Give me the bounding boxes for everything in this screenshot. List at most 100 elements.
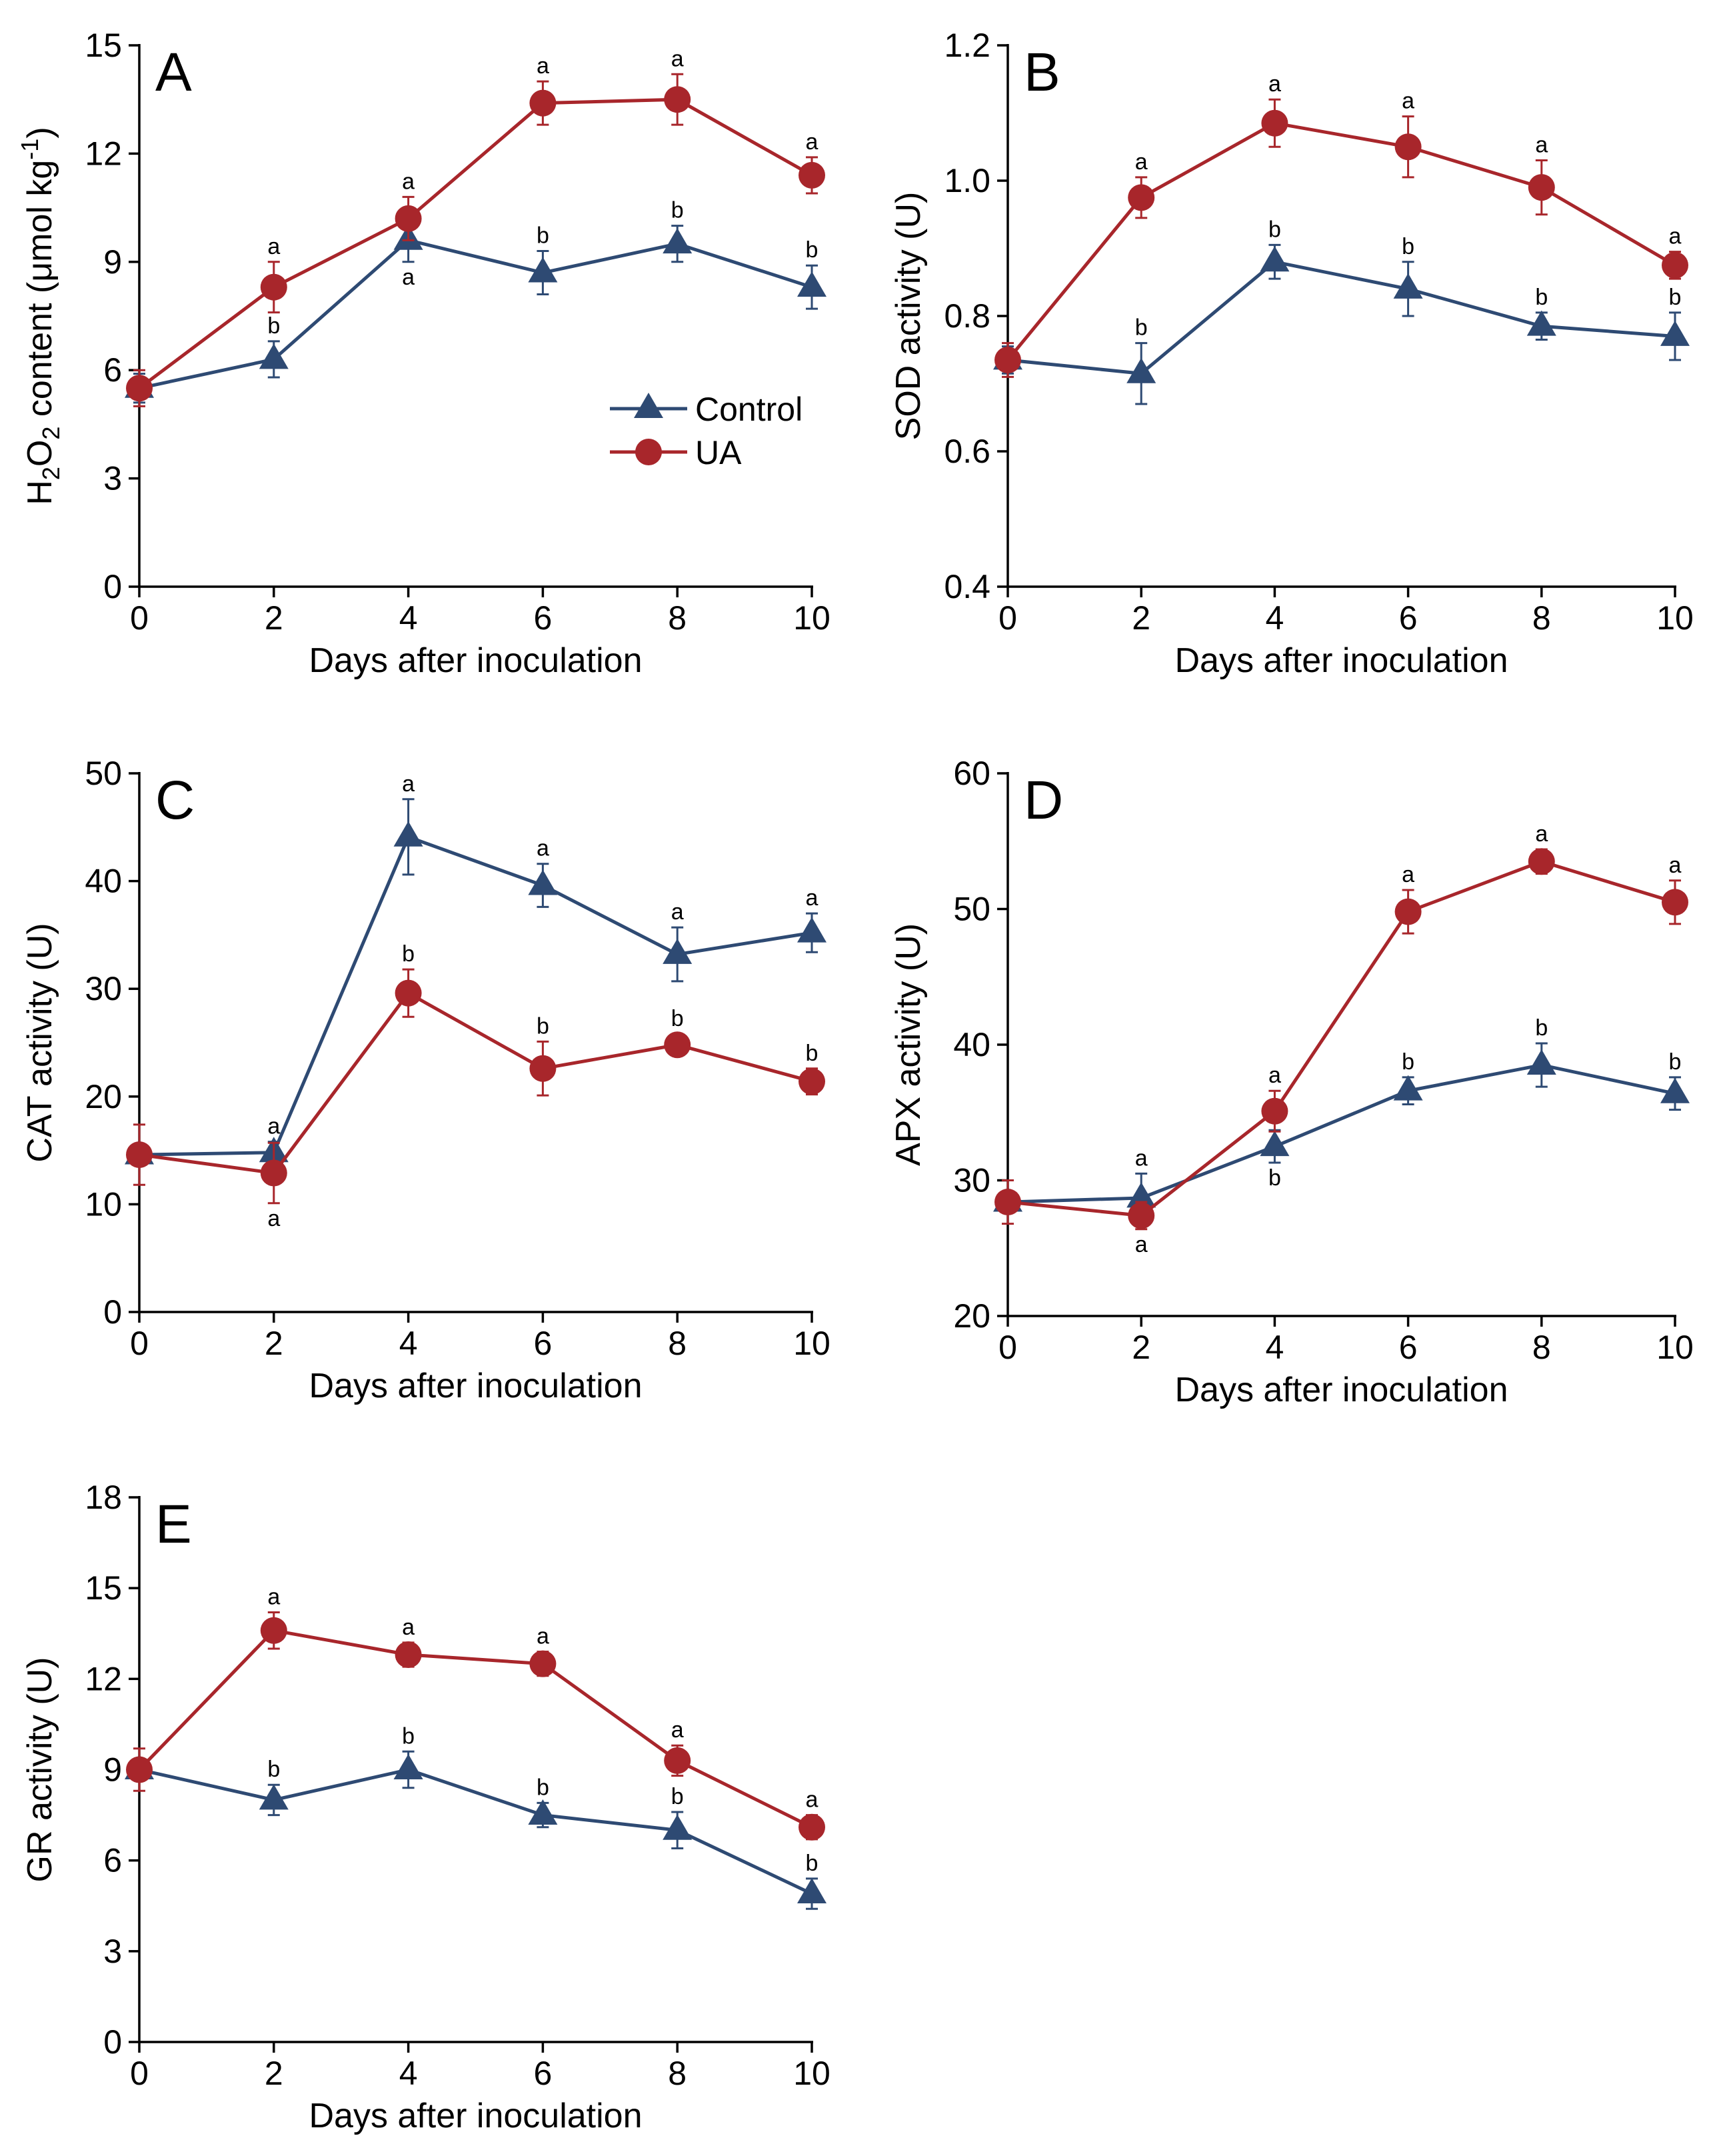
significance-label: a bbox=[1669, 224, 1682, 249]
significance-label: b bbox=[402, 941, 415, 967]
data-point-control bbox=[663, 1814, 693, 1840]
legend: Control UA bbox=[610, 391, 803, 471]
significance-label: a bbox=[671, 1717, 684, 1743]
data-point-control bbox=[1393, 1075, 1423, 1101]
significance-label: a bbox=[537, 53, 549, 79]
significance-label: b bbox=[1135, 315, 1148, 341]
data-point-control bbox=[797, 1878, 827, 1904]
data-point-ua bbox=[799, 1813, 825, 1841]
y-tick-label: 0 bbox=[103, 2023, 122, 2061]
x-tick-label: 2 bbox=[265, 599, 283, 637]
data-point-control bbox=[797, 917, 827, 943]
significance-label: b bbox=[806, 237, 819, 263]
significance-label: b bbox=[537, 1013, 549, 1039]
data-point-control bbox=[1260, 1131, 1290, 1157]
significance-label: b bbox=[1669, 285, 1682, 310]
data-point-ua bbox=[1261, 1097, 1288, 1125]
data-point-control bbox=[259, 1784, 289, 1810]
data-point-ua bbox=[126, 1141, 153, 1169]
y-tick-label: 40 bbox=[953, 1026, 990, 1063]
y-tick-label: 0 bbox=[103, 1293, 122, 1331]
panel-d: 20 30 40 50 60 0 2 4 6 8 10 Days after inoculation A… bbox=[889, 755, 1694, 1409]
significance-label: a bbox=[1135, 1232, 1148, 1257]
data-point-control bbox=[393, 821, 423, 847]
x-tick-label: 4 bbox=[399, 599, 418, 637]
significance-label: a bbox=[1535, 821, 1548, 847]
x-tick-label: 0 bbox=[130, 599, 149, 637]
y-axis-title-text: H bbox=[21, 480, 59, 505]
y-tick-label: 12 bbox=[85, 135, 122, 172]
y-tick-label: 30 bbox=[85, 970, 122, 1007]
significance-label: a bbox=[267, 234, 280, 259]
legend-marker-control bbox=[634, 393, 663, 418]
significance-label: a bbox=[1268, 1063, 1281, 1088]
data-point-ua bbox=[1128, 184, 1155, 211]
significance-label: a bbox=[402, 1615, 415, 1640]
data-point-ua bbox=[395, 979, 422, 1007]
significance-label: b bbox=[1268, 1165, 1281, 1191]
data-point-ua bbox=[799, 1068, 825, 1095]
series-control: a a a a a bbox=[125, 771, 827, 1165]
data-point-control bbox=[1260, 246, 1290, 272]
y-tick-label: 60 bbox=[953, 755, 990, 792]
data-point-ua bbox=[1662, 889, 1688, 916]
data-point-control bbox=[1526, 1049, 1556, 1075]
significance-label: b bbox=[267, 313, 280, 339]
y-axis-title-text: O bbox=[21, 440, 59, 467]
x-axis-title: Days after inoculation bbox=[309, 1367, 642, 1405]
x-tick-label: 6 bbox=[533, 1325, 552, 1362]
series-line-ua bbox=[139, 991, 813, 1175]
series-ua: a a a a a bbox=[126, 1584, 825, 1841]
y-tick-label: 10 bbox=[85, 1185, 122, 1223]
y-axis-title-superscript: -1 bbox=[16, 139, 43, 160]
data-point-control bbox=[797, 271, 827, 297]
panel-c: 0 10 20 30 40 50 0 2 4 6 8 10 Days after inoculation… bbox=[21, 755, 831, 1405]
significance-label: b bbox=[402, 1723, 415, 1749]
data-point-ua bbox=[126, 375, 153, 402]
x-tick-label: 2 bbox=[1132, 599, 1150, 637]
significance-label: b bbox=[1402, 234, 1414, 259]
panel-letter: C bbox=[155, 770, 195, 831]
panel-letter: A bbox=[155, 42, 192, 103]
series-control: a b b b b bbox=[993, 1015, 1690, 1224]
data-point-control bbox=[393, 1753, 423, 1779]
x-tick-label: 4 bbox=[399, 2055, 418, 2092]
data-point-ua bbox=[395, 205, 422, 232]
significance-label: a bbox=[267, 1206, 280, 1231]
x-tick-label: 0 bbox=[130, 1325, 149, 1362]
data-point-ua bbox=[260, 1617, 287, 1644]
data-point-control bbox=[528, 257, 558, 283]
x-tick-label: 8 bbox=[668, 599, 687, 637]
x-tick-label: 10 bbox=[793, 1325, 831, 1362]
significance-label: b bbox=[537, 223, 549, 249]
y-tick-label: 18 bbox=[85, 1479, 122, 1516]
y-axis-title-text: ) bbox=[21, 127, 59, 138]
significance-label: b bbox=[537, 1775, 549, 1800]
data-point-ua bbox=[799, 161, 825, 189]
data-point-ua bbox=[664, 1747, 691, 1774]
y-axis-title-subscript: 2 bbox=[37, 467, 65, 480]
significance-label: a bbox=[671, 46, 684, 71]
x-tick-label: 0 bbox=[130, 2055, 149, 2092]
data-point-ua bbox=[1528, 848, 1555, 875]
x-tick-label: 2 bbox=[1132, 1329, 1150, 1366]
y-tick-label: 20 bbox=[953, 1297, 990, 1335]
x-tick-label: 8 bbox=[668, 1325, 687, 1362]
series-line-ua bbox=[138, 1629, 813, 1829]
significance-label: a bbox=[402, 771, 415, 797]
data-point-control bbox=[259, 343, 289, 369]
series-line-control bbox=[139, 238, 813, 390]
significance-label: a bbox=[806, 129, 819, 155]
data-point-control bbox=[663, 228, 693, 254]
significance-label: b bbox=[1535, 1015, 1548, 1041]
significance-label: a bbox=[1135, 149, 1148, 175]
data-point-ua bbox=[664, 86, 691, 113]
x-tick-label: 8 bbox=[1532, 599, 1551, 637]
series-ua: a a a a a bbox=[126, 46, 825, 407]
y-tick-label: 15 bbox=[85, 27, 122, 64]
significance-label: a bbox=[267, 1114, 280, 1139]
significance-label: b bbox=[1402, 1049, 1414, 1075]
data-point-control bbox=[1660, 320, 1690, 346]
series-ua: a a a a a bbox=[994, 71, 1688, 378]
